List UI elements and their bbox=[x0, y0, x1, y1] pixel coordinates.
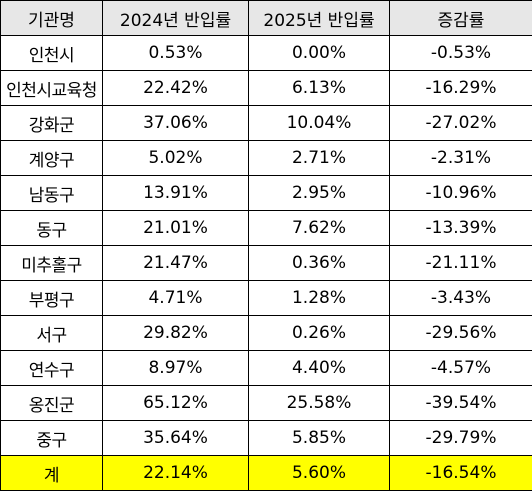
rate-2024-cell: 8.97% bbox=[102, 350, 249, 386]
header-change: 증감률 bbox=[389, 0, 532, 36]
org-cell: 강화군 bbox=[0, 105, 103, 141]
table-row: 연수구 8.97% 4.40% -4.57% bbox=[0, 350, 532, 386]
rate-2025-cell: 5.85% bbox=[248, 420, 390, 456]
table-row: 강화군 37.06% 10.04% -27.02% bbox=[0, 105, 532, 141]
table-row: 인천시 0.53% 0.00% -0.53% bbox=[0, 35, 532, 71]
change-cell: -2.31% bbox=[389, 140, 532, 176]
org-cell: 미추홀구 bbox=[0, 245, 103, 281]
org-cell: 남동구 bbox=[0, 175, 103, 211]
total-rate-2025: 5.60% bbox=[248, 455, 390, 491]
rate-2024-cell: 13.91% bbox=[102, 175, 249, 211]
rate-2025-cell: 6.13% bbox=[248, 70, 390, 106]
change-cell: -4.57% bbox=[389, 350, 532, 386]
header-rate-2024: 2024년 반입률 bbox=[102, 0, 249, 36]
org-cell: 옹진군 bbox=[0, 385, 103, 421]
table-row: 동구 21.01% 7.62% -13.39% bbox=[0, 210, 532, 246]
rate-2024-cell: 65.12% bbox=[102, 385, 249, 421]
change-cell: -27.02% bbox=[389, 105, 532, 141]
org-cell: 부평구 bbox=[0, 280, 103, 316]
org-cell: 인천시 bbox=[0, 35, 103, 71]
rate-2024-cell: 35.64% bbox=[102, 420, 249, 456]
table-row: 미추홀구 21.47% 0.36% -21.11% bbox=[0, 245, 532, 281]
table-row: 옹진군 65.12% 25.58% -39.54% bbox=[0, 385, 532, 421]
org-cell: 연수구 bbox=[0, 350, 103, 386]
change-cell: -13.39% bbox=[389, 210, 532, 246]
rate-2024-cell: 4.71% bbox=[102, 280, 249, 316]
org-cell: 계양구 bbox=[0, 140, 103, 176]
total-row: 계 22.14% 5.60% -16.54% bbox=[0, 455, 532, 491]
rate-2025-cell: 0.26% bbox=[248, 315, 390, 351]
change-cell: -21.11% bbox=[389, 245, 532, 281]
table-row: 부평구 4.71% 1.28% -3.43% bbox=[0, 280, 532, 316]
total-change: -16.54% bbox=[389, 455, 532, 491]
rate-2025-cell: 10.04% bbox=[248, 105, 390, 141]
header-rate-2025: 2025년 반입률 bbox=[248, 0, 390, 36]
table-row: 남동구 13.91% 2.95% -10.96% bbox=[0, 175, 532, 211]
rate-2025-cell: 25.58% bbox=[248, 385, 390, 421]
rate-2025-cell: 0.36% bbox=[248, 245, 390, 281]
rate-2024-cell: 5.02% bbox=[102, 140, 249, 176]
rate-2024-cell: 29.82% bbox=[102, 315, 249, 351]
header-org: 기관명 bbox=[0, 0, 103, 36]
total-label: 계 bbox=[0, 455, 103, 491]
header-row: 기관명 2024년 반입률 2025년 반입률 증감률 bbox=[0, 0, 532, 36]
change-cell: -29.56% bbox=[389, 315, 532, 351]
change-cell: -39.54% bbox=[389, 385, 532, 421]
change-cell: -29.79% bbox=[389, 420, 532, 456]
rate-2025-cell: 4.40% bbox=[248, 350, 390, 386]
change-cell: -16.29% bbox=[389, 70, 532, 106]
rate-2024-cell: 21.47% bbox=[102, 245, 249, 281]
change-cell: -10.96% bbox=[389, 175, 532, 211]
total-rate-2024: 22.14% bbox=[102, 455, 249, 491]
rate-2025-cell: 0.00% bbox=[248, 35, 390, 71]
table-row: 계양구 5.02% 2.71% -2.31% bbox=[0, 140, 532, 176]
org-cell: 인천시교육청 bbox=[0, 70, 103, 106]
org-cell: 동구 bbox=[0, 210, 103, 246]
org-cell: 중구 bbox=[0, 420, 103, 456]
rate-2024-cell: 22.42% bbox=[102, 70, 249, 106]
rate-2025-cell: 7.62% bbox=[248, 210, 390, 246]
change-cell: -0.53% bbox=[389, 35, 532, 71]
table-row: 서구 29.82% 0.26% -29.56% bbox=[0, 315, 532, 351]
change-cell: -3.43% bbox=[389, 280, 532, 316]
rate-2025-cell: 2.95% bbox=[248, 175, 390, 211]
rate-2024-cell: 21.01% bbox=[102, 210, 249, 246]
table-row: 인천시교육청 22.42% 6.13% -16.29% bbox=[0, 70, 532, 106]
rate-2025-cell: 1.28% bbox=[248, 280, 390, 316]
rate-2025-cell: 2.71% bbox=[248, 140, 390, 176]
rate-2024-cell: 37.06% bbox=[102, 105, 249, 141]
org-cell: 서구 bbox=[0, 315, 103, 351]
rate-2024-cell: 0.53% bbox=[102, 35, 249, 71]
table-row: 중구 35.64% 5.85% -29.79% bbox=[0, 420, 532, 456]
